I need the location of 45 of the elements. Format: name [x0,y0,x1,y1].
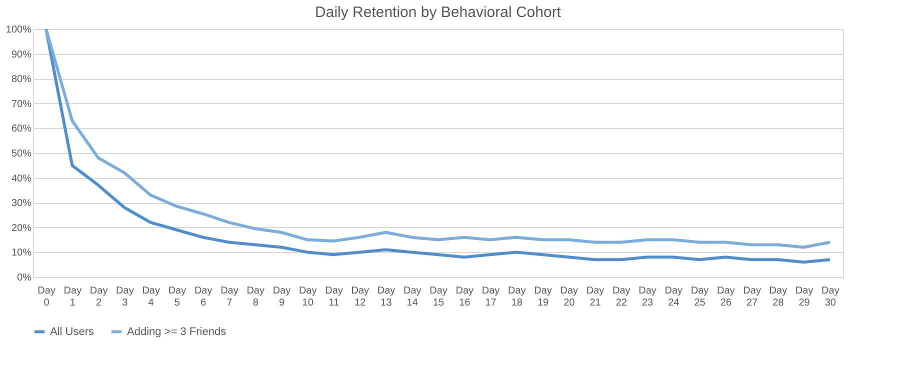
x-tick-label: Day 20 [560,286,578,308]
x-tick-label: Day 3 [116,286,134,308]
legend-label: All Users [50,326,95,338]
y-tick-label: 40% [11,173,32,184]
x-tick-label: Day 13 [377,286,396,308]
chart-title: Daily Retention by Behavioral Cohort [315,4,562,21]
y-tick-label: 90% [11,49,32,60]
x-tick-label: Day 25 [690,286,709,308]
x-tick-label: Day 11 [325,286,343,308]
x-tick-label: Day 21 [586,286,604,308]
x-tick-label: Day 0 [38,286,56,308]
y-tick-label: 0% [17,272,32,284]
x-tick-label: Day 27 [743,286,761,308]
y-tick-label: 100% [6,24,32,36]
x-tick-label: Day 6 [194,286,212,308]
x-tick-label: Day 12 [351,286,370,308]
y-tick-label: 10% [11,248,32,259]
x-tick-label: Day 1 [64,286,82,308]
x-tick-label: Day 7 [220,286,238,308]
y-tick-label: 30% [11,198,32,210]
x-tick-label: Day 28 [769,286,788,308]
x-tick-label: Day 30 [822,286,840,308]
x-tick-label: Day 29 [795,286,814,308]
x-tick-label: Day 22 [612,286,630,308]
x-tick-label: Day 16 [456,286,474,308]
legend-label: Adding >= 3 Friends [127,326,227,338]
x-tick-label: Day 8 [246,286,264,308]
x-tick-label: Day 4 [142,286,160,308]
y-tick-label: 20% [11,222,32,234]
x-tick-label: Day 14 [403,286,422,308]
x-tick-label: Day 26 [717,286,735,308]
x-tick-label: Day 24 [664,286,683,308]
x-tick-label: Day 2 [90,286,108,308]
x-tick-label: Day 17 [482,286,500,308]
y-tick-label: 60% [11,124,32,135]
x-tick-label: Day 5 [168,286,186,308]
y-tick-label: 50% [11,148,32,160]
y-tick-label: 80% [11,74,32,86]
x-tick-label: Day 10 [298,286,317,308]
y-tick-label: 70% [11,98,32,110]
x-tick-label: Day 23 [638,286,656,308]
x-tick-label: Day 15 [430,286,448,308]
x-tick-label: Day 19 [534,286,552,308]
x-tick-label: Day 9 [272,286,291,308]
x-tick-label: Day 18 [508,286,526,308]
